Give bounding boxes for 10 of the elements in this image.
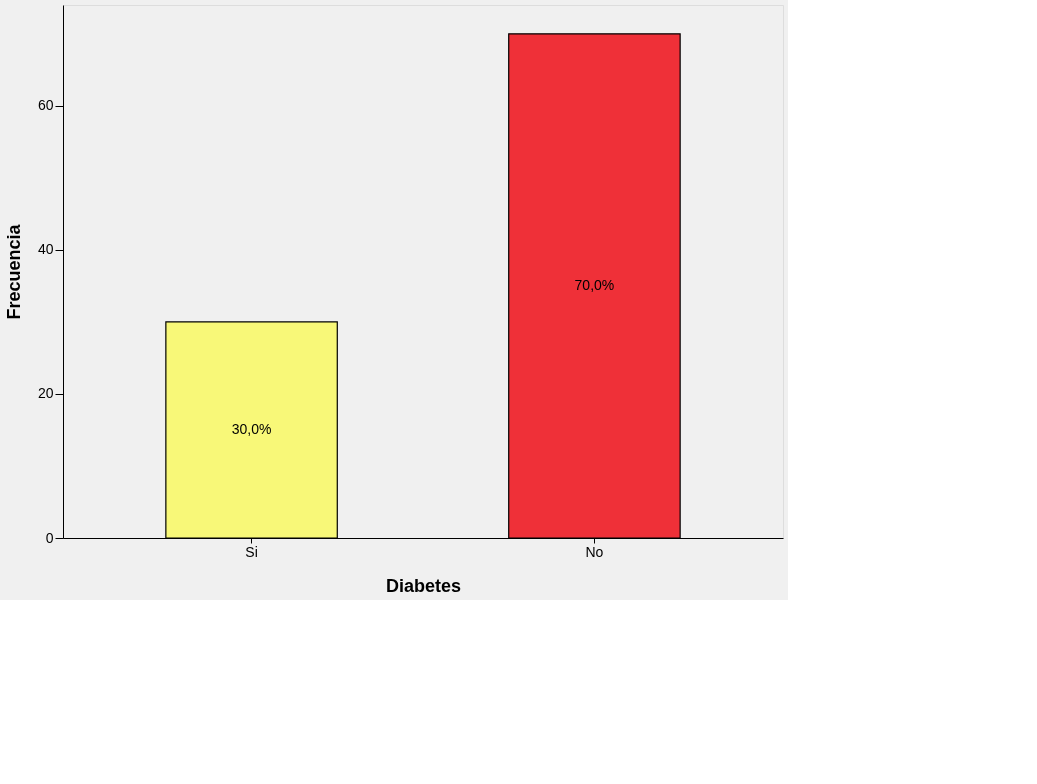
x-axis-title: Diabetes [385,575,462,596]
x-tick-label: Si [245,543,258,560]
data-label: 30,0% [231,420,272,437]
y-tick-label: 20 [37,385,54,402]
y-tick-label: 40 [37,241,54,258]
data-label: 70,0% [574,276,615,293]
x-tick-label: No [585,543,604,560]
y-tick-label: 60 [37,97,54,114]
y-tick-label: 0 [45,529,54,546]
y-axis-title: Frecuencia [3,223,24,320]
